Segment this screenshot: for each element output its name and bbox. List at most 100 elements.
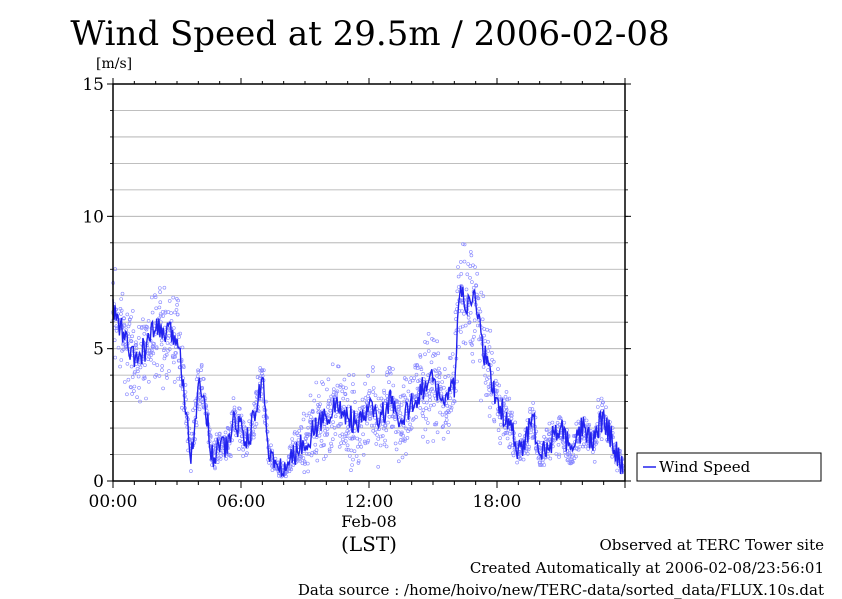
- scatter-point: [341, 385, 346, 390]
- scatter-point: [404, 452, 408, 456]
- scatter-point: [496, 367, 500, 371]
- scatter-point: [378, 434, 383, 439]
- legend-label-wind-speed: Wind Speed: [659, 458, 751, 476]
- scatter-point: [166, 336, 170, 340]
- scatter-point: [426, 331, 431, 336]
- scatter-point: [425, 439, 430, 444]
- scatter-point: [493, 378, 498, 383]
- scatter-point: [329, 444, 334, 449]
- scatter-point: [568, 448, 572, 453]
- scatter-point: [290, 437, 295, 441]
- scatter-point: [404, 426, 408, 431]
- scatter-point: [129, 364, 134, 369]
- scatter-point: [592, 459, 597, 464]
- scatter-point: [309, 415, 313, 419]
- scatter-point: [359, 424, 364, 429]
- scatter-point: [453, 310, 458, 315]
- scatter-point: [385, 370, 390, 375]
- scatter-point: [162, 356, 167, 361]
- scatter-point: [492, 417, 496, 422]
- scatter-point: [406, 389, 411, 394]
- scatter-point: [118, 364, 122, 369]
- scatter-point: [132, 384, 137, 389]
- scatter-point: [317, 433, 322, 438]
- scatter-point: [383, 438, 387, 443]
- scatter-point: [468, 310, 473, 315]
- scatter-point: [388, 366, 392, 370]
- scatter-point: [386, 420, 390, 425]
- scatter-point: [381, 398, 386, 403]
- scatter-point: [457, 345, 461, 349]
- scatter-point: [465, 272, 470, 277]
- scatter-point: [424, 406, 428, 411]
- scatter-point: [418, 406, 423, 410]
- scatter-point: [348, 436, 353, 441]
- scatter-point: [316, 410, 321, 415]
- scatter-point: [435, 339, 440, 344]
- scatter-point: [393, 417, 398, 422]
- scatter-point: [417, 378, 422, 383]
- scatter-point: [481, 365, 486, 369]
- series-line-wind-speed: [112, 285, 624, 478]
- scatter-point: [321, 382, 325, 386]
- scatter-point: [310, 450, 315, 455]
- scatter-point: [531, 401, 536, 405]
- scatter-point: [550, 420, 555, 425]
- scatter-point: [344, 447, 349, 452]
- scatter-point: [159, 338, 164, 343]
- scatter-point: [507, 445, 512, 450]
- scatter-point: [138, 399, 142, 404]
- scatter-point: [323, 428, 327, 433]
- axes: 0 5 10 15 00:00 06:00 12:00 18:00: [82, 75, 631, 512]
- scatter-point: [284, 474, 288, 479]
- scatter-point: [337, 422, 342, 426]
- scatter-point: [421, 408, 426, 413]
- scatter-point: [382, 442, 387, 447]
- scatter-point: [127, 334, 131, 339]
- scatter-point: [521, 457, 526, 462]
- scatter-point: [319, 438, 324, 443]
- scatter-point: [382, 390, 387, 395]
- scatter-point: [269, 443, 273, 448]
- scatter-point: [352, 449, 357, 454]
- scatter-point: [165, 341, 170, 345]
- scatter-point: [574, 454, 578, 459]
- scatter-point: [470, 280, 474, 284]
- scatter-point: [169, 311, 173, 315]
- scatter-point: [517, 433, 522, 437]
- scatter-point: [159, 313, 163, 318]
- chart-title: Wind Speed at 29.5m / 2006-02-08: [70, 14, 670, 54]
- scatter-point: [360, 405, 365, 410]
- scatter-point: [576, 447, 581, 452]
- scatter-point: [415, 362, 419, 367]
- scatter-point: [397, 404, 402, 409]
- scatter-point: [312, 398, 317, 403]
- scatter-point: [371, 386, 376, 390]
- scatter-point: [470, 351, 475, 356]
- y-tick-label: 0: [93, 472, 104, 492]
- scatter-point: [288, 444, 293, 449]
- scatter-point: [157, 374, 162, 378]
- scatter-point: [253, 425, 257, 430]
- scatter-point: [429, 387, 433, 392]
- scatter-point: [341, 396, 346, 401]
- scatter-point: [307, 432, 311, 437]
- scatter-point: [509, 416, 514, 421]
- scatter-point: [289, 467, 294, 472]
- scatter-point: [394, 398, 399, 403]
- scatter-point: [444, 418, 449, 422]
- scatter-point: [182, 365, 186, 370]
- scatter-point: [414, 415, 418, 420]
- scatter-point: [504, 390, 509, 394]
- scatter-point: [446, 430, 450, 435]
- scatter-point: [376, 396, 381, 401]
- scatter-point: [398, 411, 403, 416]
- scatter-point: [437, 366, 441, 371]
- scatter-point: [525, 451, 530, 456]
- scatter-point: [505, 397, 510, 402]
- scatter-point: [316, 394, 321, 398]
- scatter-point: [581, 444, 585, 449]
- scatter-point: [428, 403, 433, 408]
- scatter-point: [292, 431, 297, 436]
